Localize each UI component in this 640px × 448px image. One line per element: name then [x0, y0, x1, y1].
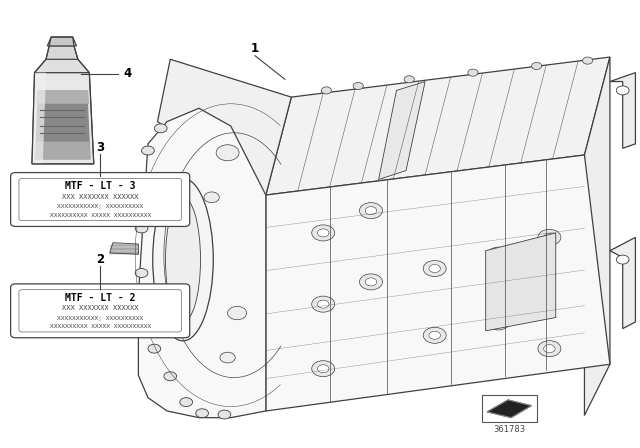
Polygon shape: [487, 400, 532, 418]
Polygon shape: [266, 57, 610, 195]
Circle shape: [493, 318, 504, 326]
Circle shape: [216, 145, 239, 161]
FancyBboxPatch shape: [19, 290, 181, 332]
Circle shape: [429, 264, 440, 272]
Circle shape: [543, 345, 555, 353]
Circle shape: [616, 255, 629, 264]
Circle shape: [423, 327, 446, 343]
Circle shape: [365, 278, 377, 286]
Polygon shape: [266, 155, 610, 411]
Polygon shape: [47, 37, 77, 46]
Circle shape: [543, 233, 555, 241]
Text: XXXXXXXXXX XXXXX XXXXXXXXXX: XXXXXXXXXX XXXXX XXXXXXXXXX: [49, 324, 151, 329]
FancyBboxPatch shape: [11, 172, 189, 226]
Text: 1: 1: [251, 42, 259, 55]
Circle shape: [532, 62, 541, 69]
Circle shape: [317, 300, 329, 308]
Circle shape: [196, 409, 209, 418]
Circle shape: [616, 86, 629, 95]
Ellipse shape: [153, 178, 213, 341]
Text: XXXXXXXXXX XXXXX XXXXXXXXXX: XXXXXXXXXX XXXXX XXXXXXXXXX: [49, 213, 151, 218]
Text: MTF - LT - 3: MTF - LT - 3: [65, 181, 136, 191]
Polygon shape: [610, 73, 636, 148]
Polygon shape: [584, 57, 610, 415]
FancyBboxPatch shape: [19, 178, 181, 221]
Circle shape: [312, 296, 335, 312]
Circle shape: [365, 207, 377, 215]
Polygon shape: [36, 90, 90, 104]
Polygon shape: [610, 237, 636, 329]
Text: 361783: 361783: [493, 425, 525, 434]
Polygon shape: [486, 233, 556, 331]
Circle shape: [582, 57, 593, 64]
Circle shape: [154, 124, 167, 133]
Circle shape: [404, 76, 414, 83]
Circle shape: [135, 224, 148, 233]
FancyBboxPatch shape: [483, 395, 537, 422]
Text: XXXXXXXXXXX; XXXXXXXXXX: XXXXXXXXXXX; XXXXXXXXXX: [57, 316, 143, 321]
Circle shape: [180, 398, 193, 406]
Circle shape: [135, 184, 148, 193]
FancyBboxPatch shape: [11, 284, 189, 338]
Circle shape: [468, 69, 478, 76]
Polygon shape: [35, 142, 91, 159]
Ellipse shape: [166, 197, 200, 322]
Text: 3: 3: [96, 141, 104, 154]
Polygon shape: [379, 82, 425, 180]
Circle shape: [141, 146, 154, 155]
Circle shape: [423, 260, 446, 276]
Circle shape: [204, 192, 220, 202]
Text: XXX XXXXXXX XXXXXX: XXX XXXXXXX XXXXXX: [62, 306, 138, 311]
Polygon shape: [138, 108, 266, 418]
Text: 2: 2: [96, 253, 104, 266]
Circle shape: [312, 361, 335, 377]
Circle shape: [164, 372, 177, 381]
Circle shape: [360, 202, 383, 219]
Circle shape: [429, 332, 440, 339]
Text: MTF - LT - 2: MTF - LT - 2: [65, 293, 136, 303]
Circle shape: [312, 225, 335, 241]
Circle shape: [487, 314, 510, 330]
Polygon shape: [32, 73, 46, 164]
Circle shape: [135, 268, 148, 277]
Text: 4: 4: [124, 67, 132, 80]
Polygon shape: [35, 59, 90, 73]
Circle shape: [321, 87, 332, 94]
Text: XXXXXXXXXXX; XXXXXXXXXX: XXXXXXXXXXX; XXXXXXXXXX: [57, 204, 143, 210]
Circle shape: [538, 340, 561, 357]
Circle shape: [148, 344, 161, 353]
Circle shape: [138, 311, 151, 320]
Polygon shape: [109, 243, 138, 254]
Polygon shape: [35, 90, 91, 159]
Circle shape: [538, 229, 561, 246]
Circle shape: [317, 229, 329, 237]
Circle shape: [493, 251, 504, 259]
Text: XXX XXXXXXX XXXXXX: XXX XXXXXXX XXXXXX: [62, 194, 138, 200]
Circle shape: [360, 274, 383, 290]
Polygon shape: [46, 46, 78, 59]
Circle shape: [220, 352, 236, 363]
Circle shape: [228, 306, 246, 320]
Circle shape: [218, 410, 231, 419]
Circle shape: [353, 82, 364, 90]
Circle shape: [487, 247, 510, 263]
Circle shape: [317, 365, 329, 373]
Polygon shape: [157, 59, 291, 195]
Polygon shape: [32, 73, 94, 164]
